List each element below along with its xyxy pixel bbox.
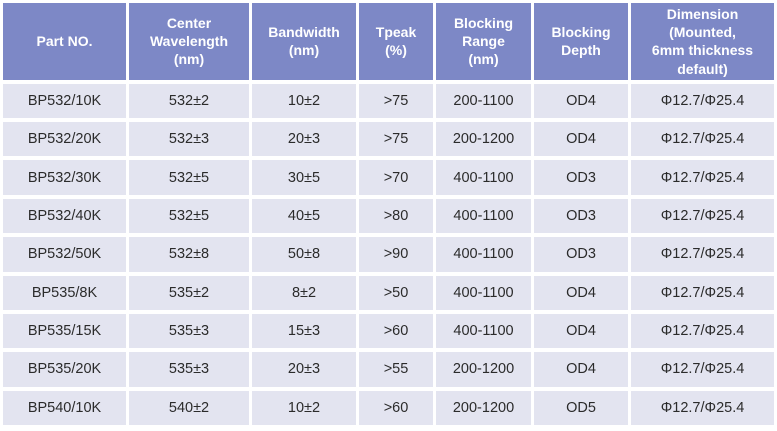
cell-bandwidth: 30±5 <box>252 160 356 195</box>
cell-part_no: BP532/50K <box>3 237 126 272</box>
cell-dimension: Φ12.7/Φ25.4 <box>631 352 774 387</box>
cell-tpeak: >60 <box>359 390 433 425</box>
cell-center_wavelength: 532±5 <box>129 198 249 234</box>
column-header-tpeak: Tpeak (%) <box>359 3 433 80</box>
cell-tpeak: >70 <box>359 160 433 195</box>
cell-blocking_depth: OD4 <box>534 352 628 387</box>
cell-tpeak: >50 <box>359 275 433 310</box>
cell-center_wavelength: 535±2 <box>129 275 249 310</box>
cell-tpeak: >75 <box>359 83 433 119</box>
cell-tpeak: >90 <box>359 237 433 272</box>
cell-blocking_range: 200-1100 <box>436 83 531 119</box>
table-body: BP532/10K 532±2 10±2 >75 200-1100 OD4 Φ12.7/Φ2… <box>3 83 774 425</box>
cell-bandwidth: 20±3 <box>252 122 356 157</box>
cell-center_wavelength: 532±3 <box>129 122 249 157</box>
cell-dimension: Φ12.7/Φ25.4 <box>631 83 774 119</box>
cell-blocking_depth: OD4 <box>534 83 628 119</box>
cell-tpeak: >60 <box>359 313 433 349</box>
cell-blocking_depth: OD4 <box>534 313 628 349</box>
cell-part_no: BP535/8K <box>3 275 126 310</box>
cell-center_wavelength: 535±3 <box>129 313 249 349</box>
cell-blocking_depth: OD3 <box>534 237 628 272</box>
column-header-dimension: Dimension (Mounted, 6mm thickness defaul… <box>631 3 774 80</box>
cell-dimension: Φ12.7/Φ25.4 <box>631 313 774 349</box>
cell-dimension: Φ12.7/Φ25.4 <box>631 390 774 425</box>
cell-bandwidth: 50±8 <box>252 237 356 272</box>
cell-dimension: Φ12.7/Φ25.4 <box>631 275 774 310</box>
cell-blocking_range: 200-1200 <box>436 352 531 387</box>
cell-part_no: BP532/40K <box>3 198 126 234</box>
cell-blocking_range: 400-1100 <box>436 237 531 272</box>
cell-center_wavelength: 532±8 <box>129 237 249 272</box>
cell-tpeak: >80 <box>359 198 433 234</box>
cell-blocking_range: 200-1200 <box>436 390 531 425</box>
cell-tpeak: >55 <box>359 352 433 387</box>
cell-center_wavelength: 535±3 <box>129 352 249 387</box>
table-row: BP535/15K 535±3 15±3 >60 400-1100 OD4 Φ12.7/Φ2… <box>3 313 774 349</box>
cell-bandwidth: 10±2 <box>252 83 356 119</box>
cell-part_no: BP535/20K <box>3 352 126 387</box>
cell-blocking_range: 400-1100 <box>436 198 531 234</box>
cell-bandwidth: 40±5 <box>252 198 356 234</box>
column-header-part_no: Part NO. <box>3 3 126 80</box>
table-row: BP532/10K 532±2 10±2 >75 200-1100 OD4 Φ12.7/Φ2… <box>3 83 774 119</box>
cell-dimension: Φ12.7/Φ25.4 <box>631 198 774 234</box>
column-header-blocking_range: Blocking Range (nm) <box>436 3 531 80</box>
cell-center_wavelength: 540±2 <box>129 390 249 425</box>
cell-blocking_depth: OD3 <box>534 160 628 195</box>
cell-part_no: BP540/10K <box>3 390 126 425</box>
cell-tpeak: >75 <box>359 122 433 157</box>
cell-blocking_depth: OD4 <box>534 275 628 310</box>
cell-dimension: Φ12.7/Φ25.4 <box>631 160 774 195</box>
column-header-blocking_depth: Blocking Depth <box>534 3 628 80</box>
cell-blocking_depth: OD4 <box>534 122 628 157</box>
column-header-bandwidth: Bandwidth (nm) <box>252 3 356 80</box>
cell-blocking_range: 400-1100 <box>436 275 531 310</box>
cell-part_no: BP532/30K <box>3 160 126 195</box>
cell-bandwidth: 15±3 <box>252 313 356 349</box>
table-row: BP540/10K 540±2 10±2 >60 200-1200 OD5 Φ12.7/Φ2… <box>3 390 774 425</box>
cell-dimension: Φ12.7/Φ25.4 <box>631 122 774 157</box>
header-row: Part NO. Center Wavelength (nm) Bandwidth … <box>3 3 774 80</box>
table-row: BP535/8K 535±2 8±2 >50 400-1100 OD4 Φ12.7/Φ25.… <box>3 275 774 310</box>
cell-blocking_range: 400-1100 <box>436 313 531 349</box>
cell-part_no: BP535/15K <box>3 313 126 349</box>
table-row: BP535/20K 535±3 20±3 >55 200-1200 OD4 Φ12.7/Φ2… <box>3 352 774 387</box>
cell-part_no: BP532/20K <box>3 122 126 157</box>
table-row: BP532/20K 532±3 20±3 >75 200-1200 OD4 Φ12.7/Φ2… <box>3 122 774 157</box>
table-row: BP532/40K 532±5 40±5 >80 400-1100 OD3 Φ12.7/Φ2… <box>3 198 774 234</box>
cell-blocking_range: 400-1100 <box>436 160 531 195</box>
cell-blocking_range: 200-1200 <box>436 122 531 157</box>
column-header-center_wavelength: Center Wavelength (nm) <box>129 3 249 80</box>
cell-bandwidth: 20±3 <box>252 352 356 387</box>
cell-center_wavelength: 532±5 <box>129 160 249 195</box>
cell-blocking_depth: OD3 <box>534 198 628 234</box>
cell-dimension: Φ12.7/Φ25.4 <box>631 237 774 272</box>
table-header: Part NO. Center Wavelength (nm) Bandwidth … <box>3 3 774 80</box>
table-row: BP532/50K 532±8 50±8 >90 400-1100 OD3 Φ12.7/Φ2… <box>3 237 774 272</box>
table-row: BP532/30K 532±5 30±5 >70 400-1100 OD3 Φ12.7/Φ2… <box>3 160 774 195</box>
cell-center_wavelength: 532±2 <box>129 83 249 119</box>
cell-blocking_depth: OD5 <box>534 390 628 425</box>
cell-part_no: BP532/10K <box>3 83 126 119</box>
cell-bandwidth: 10±2 <box>252 390 356 425</box>
cell-bandwidth: 8±2 <box>252 275 356 310</box>
